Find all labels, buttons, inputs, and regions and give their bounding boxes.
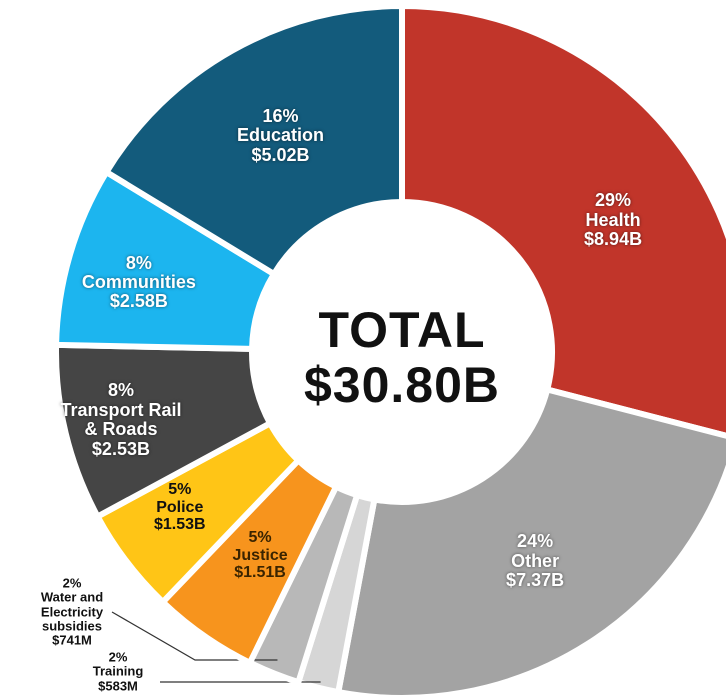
slice-value: $5.02B [251, 144, 310, 165]
slice-percent: 2% [62, 575, 82, 591]
slice-value: $741M [52, 632, 92, 648]
slice-name: Other [511, 550, 560, 571]
slice-label: 5% Justice $1.51B [232, 529, 287, 581]
slice-percent: 8% [107, 380, 134, 401]
slice-name: Communities [81, 271, 196, 292]
donut-slice [399, 2, 726, 439]
slice-name: Justice [232, 546, 288, 564]
slice-label: 8% Transport Rail & Roads $2.53B [58, 381, 183, 459]
slice-label: 2% Water and Electricity subsidies $741M [30, 575, 114, 648]
total-label: TOTAL [318, 302, 486, 358]
slice-percent: 5% [248, 529, 272, 547]
slice-name: Transport Rail & Roads [60, 399, 182, 440]
slice-label: 16% Education $5.02B [236, 105, 325, 165]
slice-percent: 2% [108, 649, 128, 665]
slice-name: Health [585, 209, 641, 230]
slice-label: 8% Communities $2.58B [81, 252, 196, 312]
slice-name: Training [92, 663, 144, 679]
slice-name: Education [236, 125, 325, 146]
donut-slice [334, 385, 726, 697]
slice-label: 5% Police $1.53B [154, 481, 206, 533]
slice-label: 24% Other $7.37B [506, 531, 565, 590]
slice-percent: 29% [595, 189, 632, 210]
slice-percent: 24% [517, 531, 554, 552]
slice-value: $2.53B [91, 438, 150, 459]
slice-name: Water and Electricity subsidies [40, 589, 104, 634]
slice-value: $7.37B [506, 569, 565, 590]
slice-percent: 16% [262, 105, 299, 126]
slice-name: Police [156, 498, 204, 516]
slice-percent: 5% [168, 481, 192, 499]
slice-value: $583M [98, 678, 138, 694]
slice-percent: 8% [125, 252, 152, 273]
slice-label: 2% Training $583M [76, 649, 160, 694]
slice-value: $2.58B [109, 291, 168, 312]
slice-value: $8.94B [584, 228, 643, 249]
total-value: $30.80B [303, 357, 501, 413]
slice-label: 29% Health $8.94B [584, 189, 643, 249]
donut-slice [102, 2, 405, 279]
slice-value: $1.51B [234, 564, 286, 582]
slice-value: $1.53B [153, 516, 206, 534]
